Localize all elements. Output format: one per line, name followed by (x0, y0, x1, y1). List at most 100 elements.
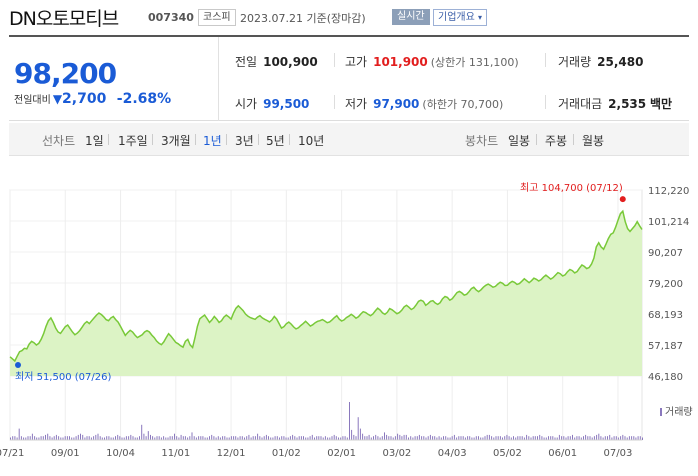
volume-bar (298, 436, 300, 440)
volume-bar (580, 437, 582, 440)
period-1d[interactable]: 1일 (85, 134, 104, 148)
volume-bar (615, 436, 617, 440)
volume-bar (169, 436, 171, 440)
period-1w[interactable]: 1주일 (118, 134, 148, 148)
volume-bar (338, 437, 339, 440)
volume-bar (379, 437, 381, 440)
volume-bar (10, 437, 11, 440)
volume-bar (182, 436, 184, 440)
x-tick-label: 05/02 (493, 448, 522, 459)
volume-bar (541, 436, 543, 440)
volume-bar (418, 434, 420, 440)
period-3m[interactable]: 3개월 (161, 134, 191, 148)
y-tick-label: 112,220 (648, 186, 689, 197)
volume-bar (574, 437, 576, 440)
volume-bar (226, 437, 228, 440)
volume-bar (440, 437, 442, 440)
volume-bar (112, 437, 114, 440)
period-1y[interactable]: 1년 (203, 134, 222, 148)
volume-bar (49, 436, 51, 440)
volume-bar (504, 436, 506, 440)
volume-bar (534, 436, 536, 440)
volume-bar (528, 436, 530, 440)
volume-bar (281, 436, 283, 440)
volume-bar (270, 437, 272, 440)
volume-bar (77, 434, 79, 440)
price-change-percent: -2.68% (116, 91, 172, 107)
volume-bar (583, 436, 584, 440)
volume-bar (357, 417, 359, 440)
volume-bar (397, 433, 399, 440)
open-value: 99,500 (263, 97, 310, 111)
volume-bar (530, 437, 532, 440)
volume-bar (364, 436, 366, 440)
prev-close-cell: 전일 100,900 (235, 53, 318, 70)
volume-bar (499, 436, 501, 440)
realtime-button[interactable]: 실시간 (392, 9, 430, 25)
volume-bar (421, 436, 423, 440)
stock-code: 007340 (148, 11, 194, 24)
candle-weekly[interactable]: 주봉 (545, 134, 568, 148)
volume-bar (362, 433, 364, 440)
volume-bar (84, 437, 86, 440)
volume-bar (55, 434, 57, 440)
volume-bar (467, 436, 469, 440)
volume-bar (596, 434, 598, 440)
volume-bar (333, 434, 335, 440)
volume-bar (27, 436, 29, 440)
toolbar-separator (258, 134, 259, 145)
volume-bar (259, 436, 261, 440)
high-annotation: 최고 104,700 (07/12) (520, 182, 623, 194)
x-tick-label: 09/01 (51, 448, 80, 459)
volume-bar (591, 437, 593, 440)
company-info-button[interactable]: 기업개요 ▾ (433, 9, 488, 26)
volume-bar (521, 436, 523, 440)
volume-bar (447, 437, 449, 440)
volume-bar (189, 436, 191, 440)
low-marker (15, 362, 21, 369)
high-cell: 고가 101,900 (상한가 131,100) (345, 53, 519, 70)
volume-bar (478, 436, 479, 440)
volume-bar (31, 433, 33, 440)
x-axis: 07/21 09/01 10/04 11/01 12/01 01/02 02/01 03/02… (0, 439, 642, 459)
volume-bar (136, 437, 138, 440)
volume-bar (292, 434, 294, 440)
volume-bar (265, 434, 267, 440)
price-line (9, 209, 643, 363)
volume-bar (261, 437, 263, 440)
volume-bar (399, 434, 401, 440)
volume-bar (296, 437, 298, 440)
volume-bar (589, 436, 591, 440)
period-3y[interactable]: 3년 (235, 134, 254, 148)
volume-bar (64, 436, 66, 440)
volume-bar (222, 436, 224, 440)
candle-daily[interactable]: 일봉 (508, 134, 531, 148)
volume-bar (289, 436, 291, 440)
volume-bar (237, 437, 239, 440)
volume-bar (252, 436, 254, 440)
volume-bar (434, 436, 436, 440)
volume-bar (569, 436, 571, 440)
volume-bar (329, 437, 331, 440)
toolbar-separator (289, 134, 290, 145)
volume-bar (449, 437, 451, 440)
volume-bar (607, 436, 608, 440)
price-chart[interactable]: 112,220 101,214 90,207 79,200 68,193 57,187 46… (0, 170, 698, 476)
volume-bar (368, 434, 370, 440)
period-5y[interactable]: 5년 (266, 134, 285, 148)
volume-bar (548, 436, 549, 440)
high-label: 고가 (345, 55, 368, 69)
volume-bar (195, 437, 197, 440)
volume-bar (228, 437, 230, 440)
period-10y[interactable]: 10년 (298, 134, 325, 148)
volume-bar (97, 433, 99, 440)
volume-bar (119, 436, 121, 440)
volume-bar (233, 436, 235, 440)
volume-bar (335, 436, 337, 440)
volume-bar (38, 437, 40, 440)
candle-monthly[interactable]: 월봉 (582, 134, 605, 148)
prev-close-label: 전일 (235, 55, 258, 69)
volume-bar (283, 436, 285, 440)
volume-bar (515, 437, 517, 440)
y-tick-label: 79,200 (648, 279, 683, 290)
